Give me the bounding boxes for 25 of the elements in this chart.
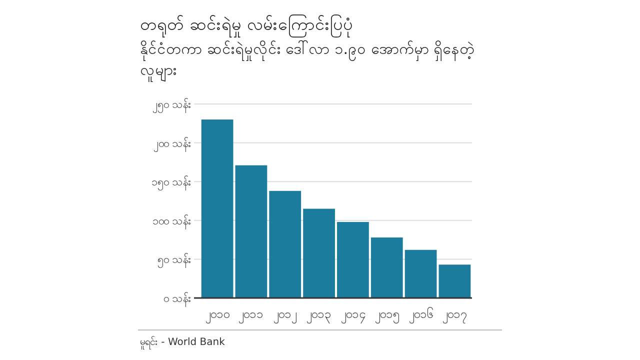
y-tick-label: ၁၅၀ သန်း [152, 176, 192, 191]
x-tick-label: ၂၀၁၁ [238, 307, 264, 324]
y-tick-label: ၂၅၀ သန်း [152, 98, 192, 113]
bar [303, 208, 335, 298]
x-tick-label: ၂၀၁၃ [306, 307, 332, 324]
text: မူရင်း - World Bank [140, 335, 226, 350]
bar [269, 190, 302, 298]
y-tick-label: ၅၀ သန်း [158, 253, 192, 268]
bar [404, 250, 437, 298]
x-tick-label: ၂၀၁၆ [408, 306, 433, 324]
y-tick-label: ၀ သန်း [164, 292, 192, 307]
bar [235, 165, 268, 298]
bar [337, 222, 369, 298]
y-tick-label: ၂၀၀ သန်း [154, 136, 192, 152]
bar [438, 264, 471, 298]
chart-subtitle: နိုင်ငံတကာ ဆင်းရဲမှုလိုင်း ဒေါ်လာ ၁.၉၀ အောက်မှာ ရှိနေတဲ့ လူများ [140, 40, 475, 82]
x-tick-label: ၂၀၁၇ [442, 307, 467, 324]
x-tick-label: ၂၀၁၄ [340, 307, 365, 324]
x-tick-label: ၂၀၁၅ [374, 307, 399, 324]
bar [370, 237, 403, 298]
x-tick-label: ၂၀၁၂ [274, 307, 297, 324]
x-tick-label: ၂၀၁၀ [205, 307, 230, 324]
y-tick-label: ၁၀၀ သန်း [152, 214, 192, 230]
chart-title: တရုတ် ဆင်းရဲမှု လမ်းကြောင်းပြပုံ [140, 13, 353, 38]
bar [201, 120, 234, 298]
